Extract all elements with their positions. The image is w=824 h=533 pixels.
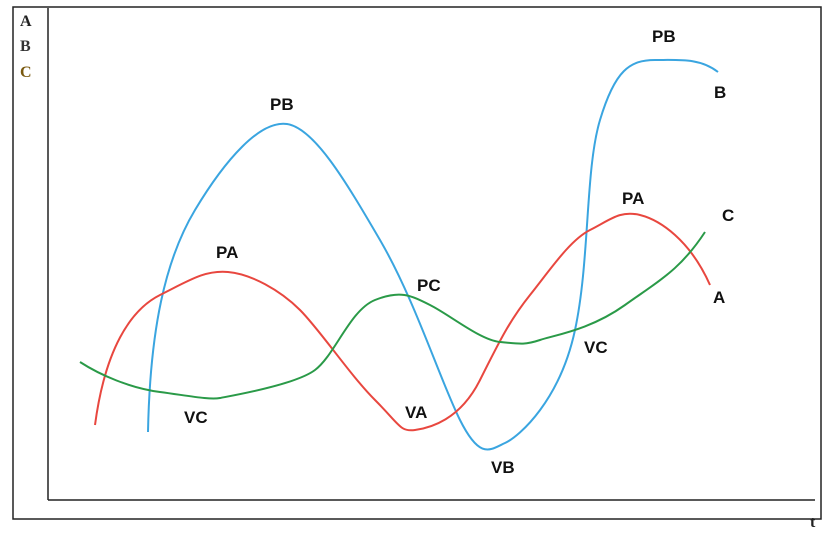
curve-label: PB xyxy=(270,95,294,114)
curve-label: A xyxy=(713,288,725,307)
axis-label: A xyxy=(20,13,32,30)
curve-label: VC xyxy=(584,338,608,357)
curve-label: VB xyxy=(491,458,515,477)
curve-c xyxy=(79,231,706,400)
curve-a xyxy=(94,212,711,432)
axis-label: B xyxy=(20,38,31,55)
curve-b xyxy=(147,58,719,451)
frame xyxy=(12,6,822,520)
curve-label: VC xyxy=(184,408,208,427)
curve-label: PA xyxy=(216,243,238,262)
curve-label: PA xyxy=(622,189,644,208)
curve-label: VA xyxy=(405,403,427,422)
curve-label: C xyxy=(722,206,734,225)
curve-label: PB xyxy=(652,27,676,46)
curve-label: B xyxy=(714,83,726,102)
curve-label: PC xyxy=(417,276,441,295)
axis-label: t xyxy=(810,514,816,531)
axis-label: C xyxy=(20,64,32,81)
